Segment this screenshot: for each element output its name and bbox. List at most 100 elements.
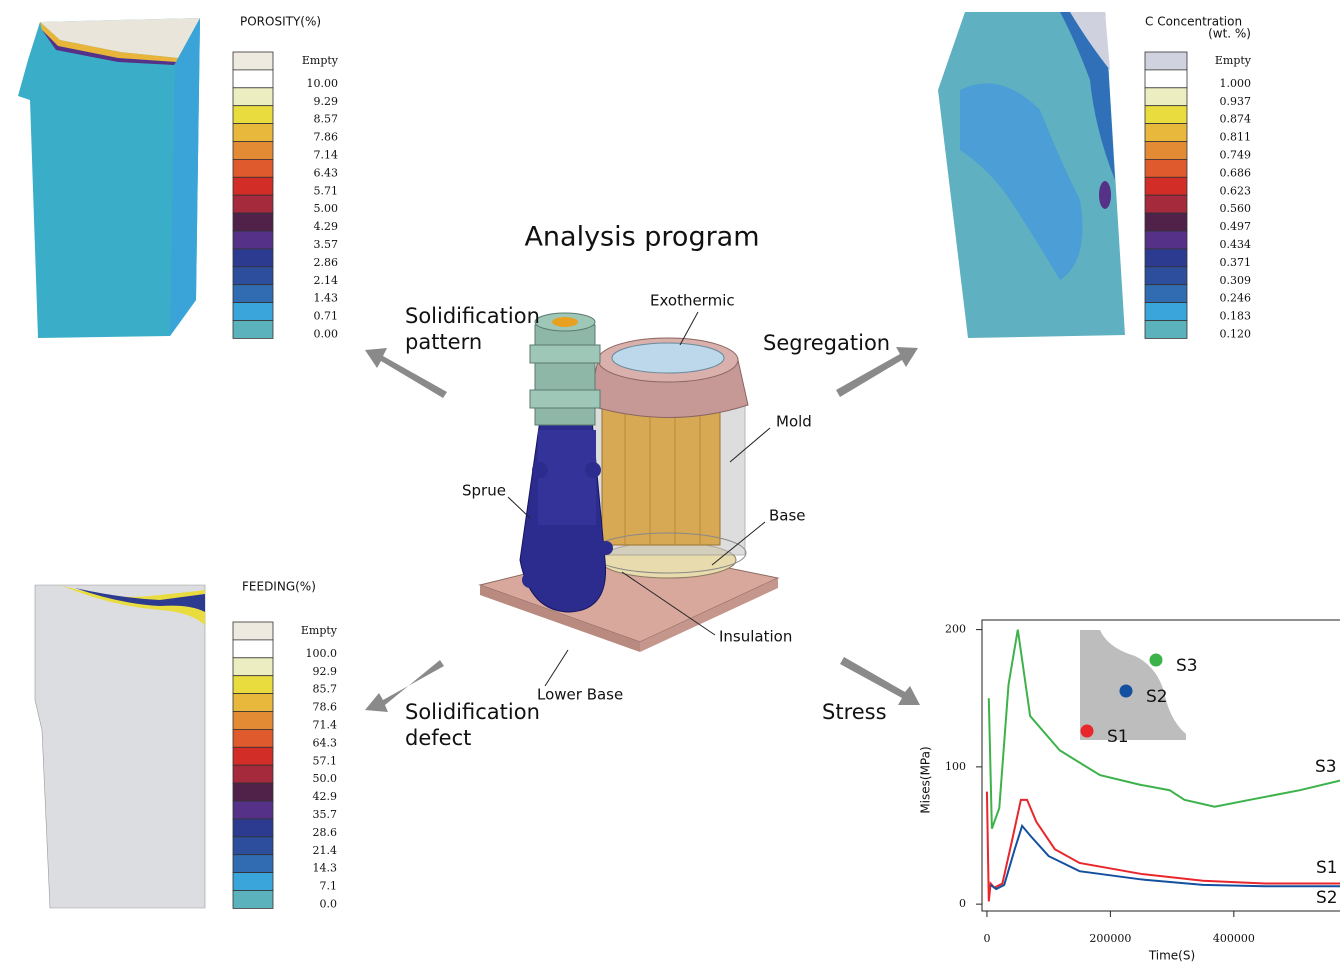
legend-label: 42.9 (313, 790, 338, 803)
arrow-label: Solidification (405, 304, 540, 328)
legend-label: 0.246 (1220, 292, 1252, 305)
legend-swatch (1145, 321, 1187, 339)
legend-swatch (233, 321, 273, 339)
legend-swatch (233, 873, 273, 891)
part-label: Exothermic (650, 292, 735, 310)
part-label: Sprue (462, 482, 506, 500)
x-tick-label: 400000 (1213, 932, 1255, 945)
arrow-label: Segregation (763, 331, 890, 355)
legend-label: Empty (302, 54, 339, 67)
legend-swatch (233, 267, 273, 285)
point-label: S1 (1107, 727, 1129, 747)
legend-label: 4.29 (314, 220, 339, 233)
y-axis-label: Mises(MPa) (919, 746, 933, 813)
legend-swatch (233, 177, 273, 195)
legend-swatch (1145, 213, 1187, 231)
feeding-contour (35, 585, 205, 908)
legend-swatch (1145, 159, 1187, 177)
legend-swatch (1145, 267, 1187, 285)
legend-label: 2.14 (314, 274, 339, 287)
legend-label: 28.6 (313, 826, 338, 839)
legend-swatch (1145, 106, 1187, 124)
legend-label: 7.86 (314, 131, 339, 144)
legend-swatch (233, 747, 273, 765)
legend-swatch (1145, 88, 1187, 106)
legend-swatch (233, 891, 273, 909)
legend-swatch (233, 231, 273, 249)
legend-title: POROSITY(%) (240, 15, 321, 29)
legend-swatch (233, 640, 273, 658)
arrow-label: Stress (822, 700, 887, 724)
legend-label: 7.1 (320, 880, 338, 893)
legend-label: 85.7 (313, 683, 338, 696)
legend-swatch (233, 106, 273, 124)
y-tick-label: 100 (945, 760, 966, 773)
legend-label: 0.749 (1220, 148, 1252, 161)
legend-label: 50.0 (313, 772, 338, 785)
legend-label: 0.686 (1220, 166, 1252, 179)
point-label: S3 (1176, 656, 1198, 676)
legend-swatch (1145, 303, 1187, 321)
legend-swatch (1145, 142, 1187, 160)
legend-label: 10.00 (307, 77, 339, 90)
legend-swatch (233, 52, 273, 70)
legend-label: 57.1 (313, 754, 338, 767)
legend-label: Empty (1215, 54, 1252, 67)
legend-swatch (233, 676, 273, 694)
legend-title: (wt. %) (1208, 27, 1251, 41)
series-end-label: S3 (1315, 757, 1337, 777)
x-tick-label: 0 (983, 932, 990, 945)
legend-swatch (1145, 177, 1187, 195)
legend-swatch (233, 765, 273, 783)
legend-swatch (233, 142, 273, 160)
series-end-label: S1 (1316, 858, 1338, 878)
legend-swatch (233, 819, 273, 837)
legend-label: 0.00 (314, 327, 339, 340)
arrow-label: Solidification (405, 700, 540, 724)
arrow-label: pattern (405, 330, 482, 354)
point-label: S2 (1146, 687, 1168, 707)
legend-label: 0.560 (1220, 202, 1252, 215)
segregation-contour (938, 12, 1125, 338)
point-marker (1081, 725, 1094, 738)
legend-label: 78.6 (313, 701, 338, 714)
legend-label: 0.811 (1220, 131, 1252, 144)
legend-swatch (1145, 70, 1187, 88)
y-tick-label: 200 (945, 623, 966, 636)
legend-label: 2.86 (314, 256, 339, 269)
legend-label: 8.57 (314, 113, 339, 126)
x-tick-label: 200000 (1089, 932, 1131, 945)
legend-label: 0.0 (320, 897, 338, 910)
legend-label: 14.3 (313, 862, 338, 875)
diagram: Analysis programSolidificationpatternSeg… (0, 0, 1340, 966)
legend-label: 0.874 (1220, 113, 1252, 126)
legend-label: 0.371 (1220, 256, 1252, 269)
legend-label: 21.4 (313, 844, 338, 857)
legend-label: 0.309 (1220, 274, 1252, 287)
legend-swatch (233, 213, 273, 231)
legend-swatch (233, 837, 273, 855)
title: Analysis program (524, 222, 759, 253)
legend-swatch (233, 70, 273, 88)
part-label: Base (769, 507, 806, 525)
legend-label: 0.120 (1220, 327, 1252, 340)
section-shape (1080, 630, 1186, 740)
legend-label: 5.00 (314, 202, 339, 215)
legend-swatch (233, 855, 273, 873)
x-axis-label: Time(S) (1148, 949, 1195, 963)
legend-label: 0.434 (1220, 238, 1252, 251)
porosity-contour (18, 18, 200, 338)
legend-swatch (1145, 195, 1187, 213)
point-marker (1120, 685, 1133, 698)
legend-swatch (233, 712, 273, 730)
legend-swatch (233, 303, 273, 321)
legend-swatch (1145, 52, 1187, 70)
legend-label: Empty (301, 624, 338, 637)
legend-label: 0.71 (314, 310, 339, 323)
y-tick-label: 0 (959, 897, 966, 910)
part-label: Insulation (719, 628, 792, 646)
part-label: Mold (776, 413, 812, 431)
legend-label: 0.497 (1220, 220, 1252, 233)
legend-title: FEEDING(%) (242, 580, 316, 594)
legend-label: 1.43 (314, 292, 339, 305)
